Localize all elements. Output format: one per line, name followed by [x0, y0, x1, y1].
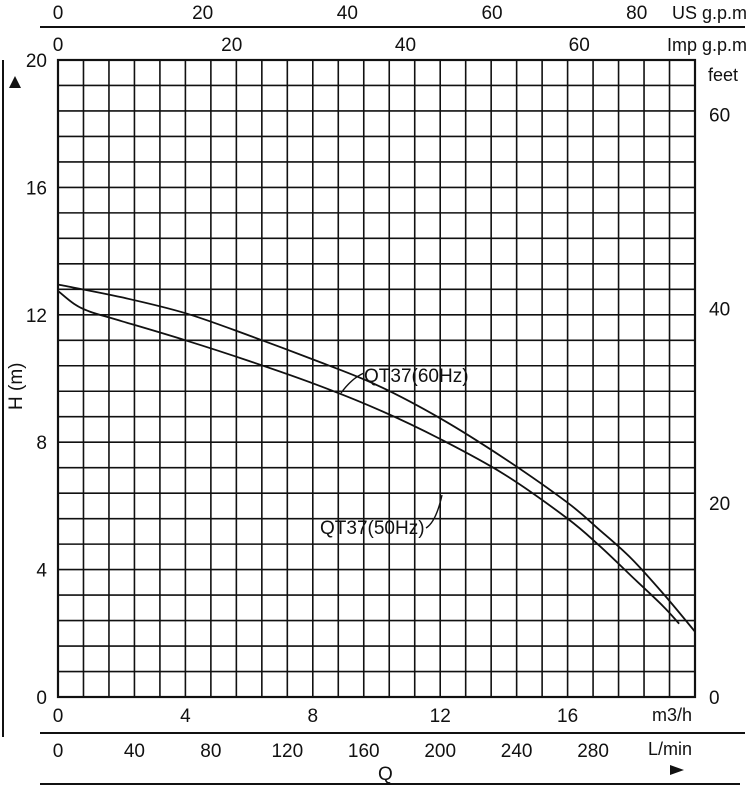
y-axis-left-ticks: 0 4 8 12 16 20 — [26, 51, 48, 709]
y-tick-label: 16 — [26, 178, 47, 199]
y-tick-label: 20 — [26, 51, 47, 72]
imp-gpm-tick-label: 40 — [395, 35, 416, 56]
lmin-tick-label: 0 — [53, 741, 64, 762]
x-axis-m3h-ticks: 0 4 8 12 16 — [53, 706, 578, 727]
top-axis-bars — [40, 26, 745, 734]
feet-tick-label: 20 — [709, 494, 730, 515]
curve-50hz — [57, 290, 680, 625]
us-gpm-tick-label: 40 — [337, 3, 358, 24]
imp-gpm-tick-label: 0 — [53, 35, 64, 56]
lmin-unit-label: L/min — [648, 739, 692, 759]
us-gpm-tick-label: 60 — [481, 3, 502, 24]
plot-frame — [56, 58, 697, 699]
grid — [58, 60, 695, 697]
x-axis-arrow-icon — [670, 765, 684, 775]
m3h-unit-label: m3/h — [652, 705, 692, 725]
imp-gpm-label: g.p.m — [702, 35, 747, 55]
curves — [57, 283, 696, 633]
m3h-tick-label: 8 — [308, 706, 319, 727]
y-tick-label: 4 — [36, 561, 47, 582]
x-axis-title: Q — [378, 764, 393, 785]
us-gpm-label: g.p.m — [702, 3, 747, 23]
lmin-tick-label: 200 — [424, 741, 456, 762]
imp-gpm-tick-label: 20 — [221, 35, 242, 56]
curve-60hz — [57, 283, 696, 633]
feet-unit-label: feet — [708, 65, 738, 85]
series-label-50hz: QT37(50Hz) — [320, 518, 425, 539]
y-tick-label: 8 — [36, 433, 47, 454]
us-unit-label: US — [672, 3, 697, 23]
feet-tick-label: 0 — [709, 688, 720, 709]
leader-line-50hz — [425, 494, 443, 529]
us-gpm-tick-label: 20 — [192, 3, 213, 24]
m3h-tick-label: 16 — [557, 706, 578, 727]
m3h-tick-label: 0 — [53, 706, 64, 727]
us-gpm-tick-label: 80 — [626, 3, 647, 24]
lmin-tick-label: 280 — [577, 741, 609, 762]
y-tick-label: 12 — [26, 306, 47, 327]
lmin-tick-label: 160 — [348, 741, 380, 762]
y-axis-right-ticks: 0 20 40 60 — [709, 106, 730, 709]
us-gpm-tick-label: 0 — [53, 3, 64, 24]
y-tick-label: 0 — [36, 688, 47, 709]
y-axis-arrow-icon — [9, 76, 21, 88]
leader-line-60hz — [340, 372, 365, 394]
series-label-60hz: QT37(60Hz) — [364, 366, 469, 387]
x-axis-us-gpm-ticks: 0 20 40 60 80 — [53, 3, 648, 24]
y-axis-title: H (m) — [6, 363, 27, 410]
feet-tick-label: 40 — [709, 300, 730, 321]
lmin-tick-label: 80 — [200, 741, 221, 762]
x-axis-imp-gpm-ticks: 0 20 40 60 — [53, 35, 590, 56]
m3h-tick-label: 4 — [180, 706, 191, 727]
lmin-tick-label: 240 — [501, 741, 533, 762]
m3h-tick-label: 12 — [430, 706, 451, 727]
lmin-tick-label: 120 — [271, 741, 303, 762]
feet-tick-label: 60 — [709, 106, 730, 127]
lmin-tick-label: 40 — [124, 741, 145, 762]
imp-unit-label: Imp — [667, 35, 697, 55]
imp-gpm-tick-label: 60 — [569, 35, 590, 56]
x-axis-lmin-ticks: 0 40 80 120 160 200 240 280 — [53, 741, 609, 762]
